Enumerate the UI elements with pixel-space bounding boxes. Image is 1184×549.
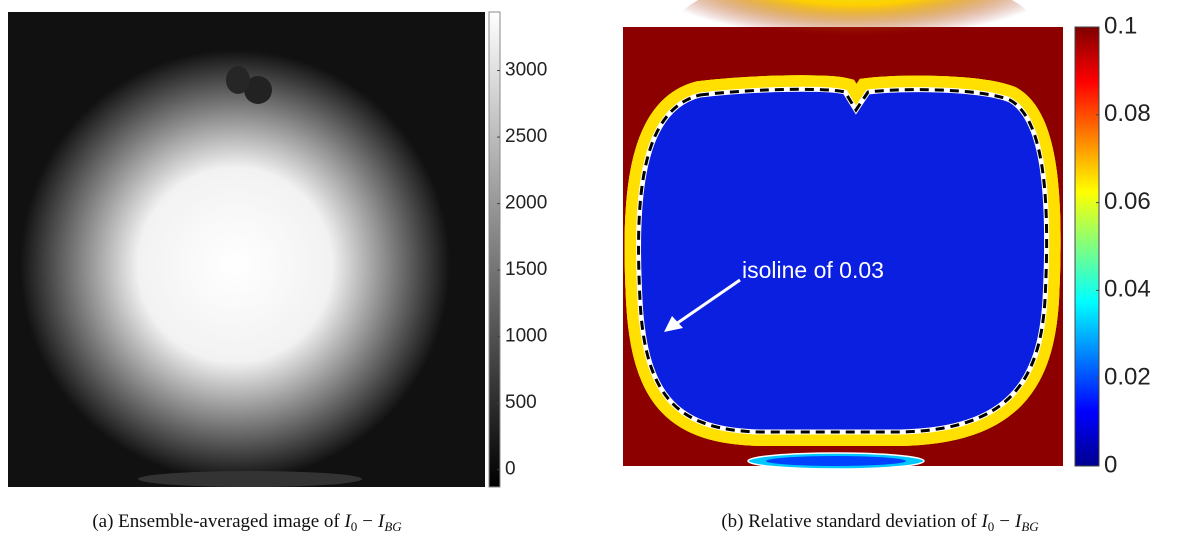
tick-label: 0.1 — [1104, 12, 1137, 39]
tick-label: 2500 — [505, 126, 547, 147]
annotation: isoline of 0.03 — [742, 257, 884, 283]
tick-label: 2000 — [505, 193, 547, 214]
colorbar — [1074, 26, 1100, 467]
image-a — [8, 12, 485, 487]
tick-label: 3000 — [505, 60, 547, 81]
formula: BG — [1021, 519, 1039, 534]
formula: 0 — [351, 519, 358, 534]
caption: (a) Ensemble-averaged image of I0− IBG — [92, 511, 402, 534]
tick-label: 1000 — [505, 326, 547, 347]
caption-text: (b) Relative standard deviation of — [721, 511, 977, 532]
formula: I — [1014, 511, 1023, 532]
tick-label: 1500 — [505, 259, 547, 280]
colorbar — [488, 11, 501, 488]
tick-label: 0 — [505, 459, 516, 480]
caption-text: (a) Ensemble-averaged image of — [92, 511, 340, 532]
tick-label: 0.04 — [1104, 276, 1151, 303]
tick-label: 0.08 — [1104, 100, 1151, 127]
tick-label: 0.02 — [1104, 364, 1151, 391]
tick-label: 0.06 — [1104, 188, 1151, 215]
formula: − — [999, 511, 1010, 532]
formula: I — [377, 511, 386, 532]
tick-label: 0 — [1104, 451, 1117, 478]
formula: BG — [384, 519, 402, 534]
formula: − — [362, 511, 373, 532]
formula: 0 — [988, 519, 995, 534]
image-b: isoline of 0.03 — [623, 0, 1063, 470]
caption: (b) Relative standard deviation of I0− IB… — [721, 511, 1039, 534]
formula: I — [343, 511, 352, 532]
tick-label: 500 — [505, 392, 537, 413]
formula: I — [980, 511, 989, 532]
